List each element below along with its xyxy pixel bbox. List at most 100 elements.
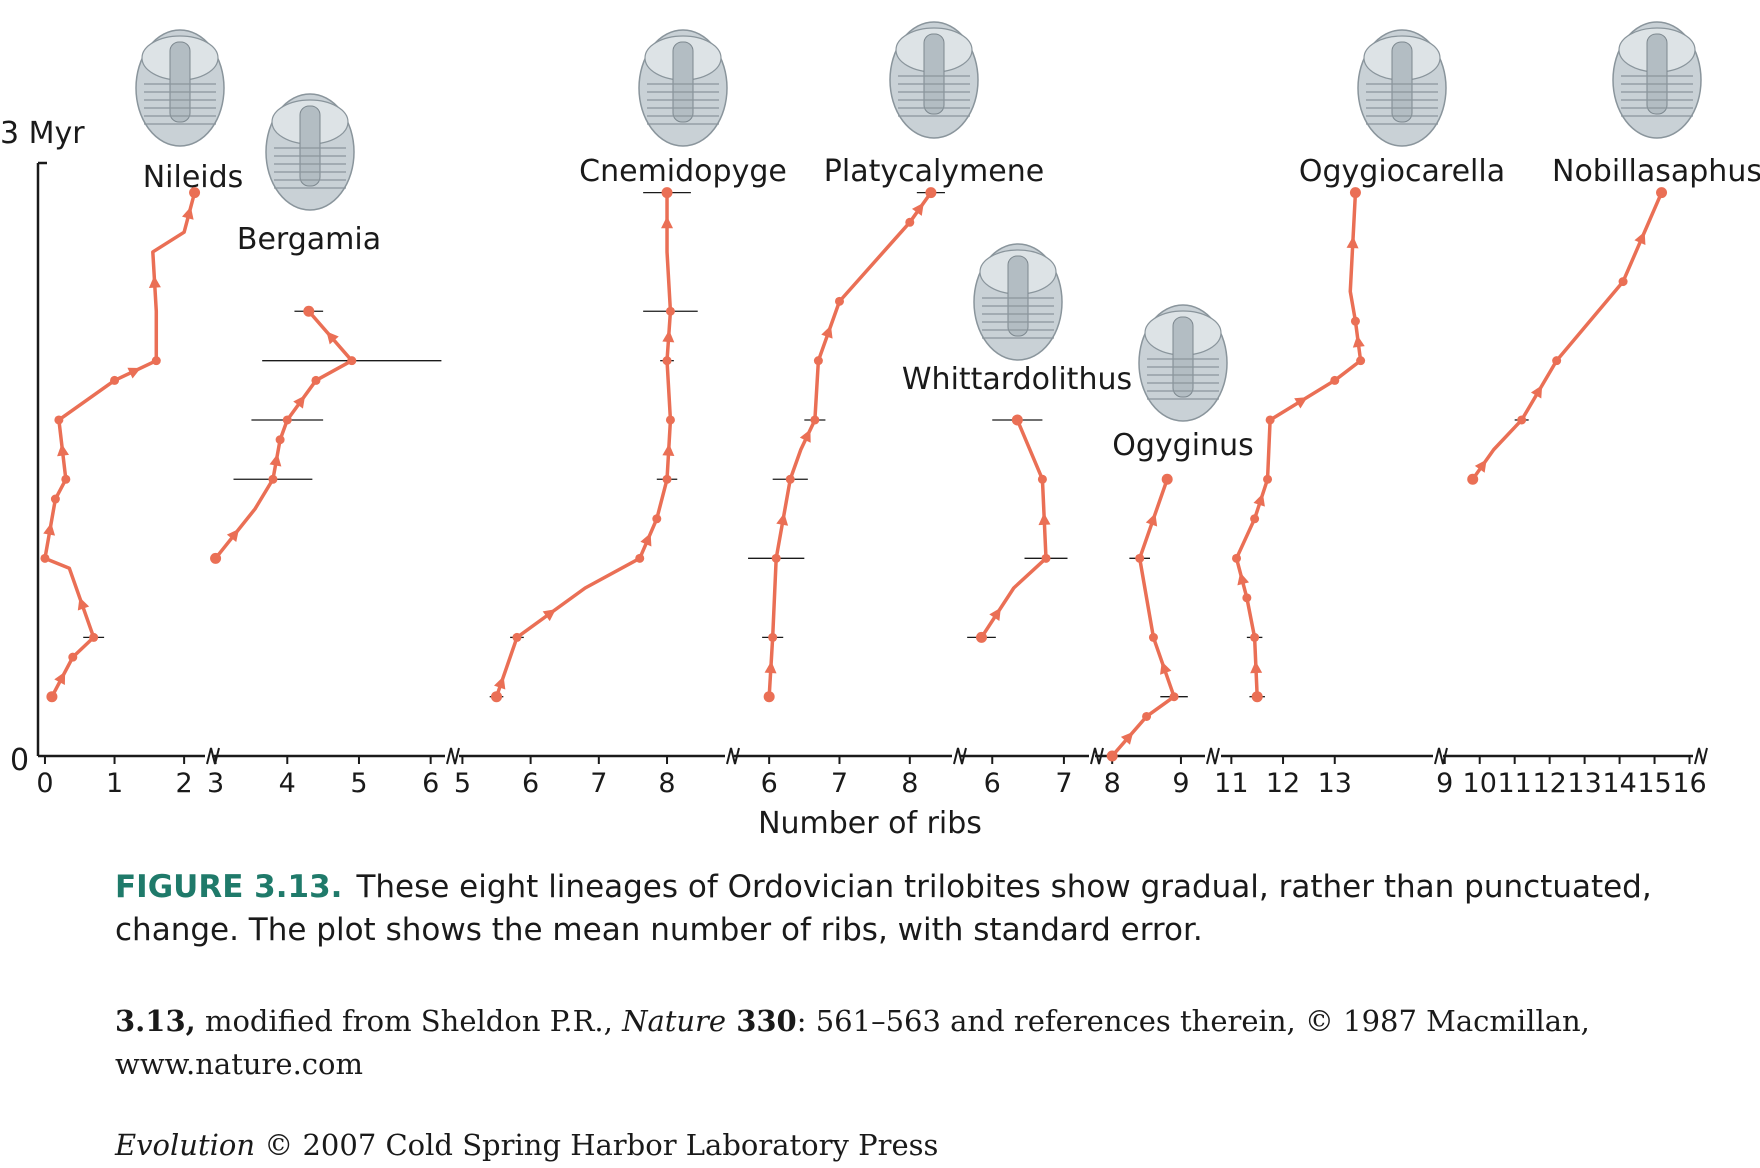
series-line [1234, 192, 1363, 697]
trilobite-axis [1391, 41, 1413, 123]
lineage-label: Platycalymene [824, 154, 1044, 189]
axis-break-mark [446, 747, 460, 765]
series-line [494, 192, 673, 698]
direction-arrow [269, 453, 282, 467]
series-line [767, 191, 933, 697]
direction-arrow [226, 528, 240, 543]
figure-caption: FIGURE 3.13. These eight lineages of Ordo… [115, 866, 1675, 952]
data-point [512, 632, 522, 642]
data-point [810, 415, 820, 425]
direction-arrow [1250, 661, 1263, 674]
x-tick-label: 7 [831, 768, 848, 799]
data-point [1350, 316, 1360, 326]
data-point [785, 474, 795, 484]
x-tick-label: 8 [901, 768, 918, 799]
trilobite-whittardolithus-icon [973, 243, 1063, 361]
data-point [1148, 632, 1158, 642]
data-point [275, 435, 285, 445]
direction-arrow [43, 522, 56, 536]
x-tick-label: 2 [176, 768, 193, 799]
direction-arrow [493, 676, 506, 690]
data-point [1250, 514, 1260, 524]
x-tick-label: 7 [1055, 768, 1072, 799]
x-tick-label: 6 [522, 768, 539, 799]
x-tick-label: 4 [279, 768, 296, 799]
direction-arrow [1253, 493, 1265, 507]
direction-arrow [662, 443, 675, 456]
trilobite-ogyginus-icon [1138, 304, 1228, 422]
data-point [151, 356, 161, 366]
direction-arrow [640, 533, 652, 547]
data-point [1161, 473, 1173, 485]
credit-lead: 3.13, [115, 1004, 196, 1038]
x-tick-label: 5 [454, 768, 471, 799]
trilobite-platycalymene-icon [889, 21, 979, 139]
x-tick-label: 14 [1602, 768, 1636, 799]
data-point [282, 415, 292, 425]
direction-arrow [127, 367, 141, 379]
caption-text: These eight lineages of Ordovician trilo… [115, 869, 1652, 948]
data-point [834, 296, 844, 306]
x-tick-label: 6 [422, 768, 439, 799]
data-point [1251, 691, 1263, 703]
axis-break-mark [1694, 747, 1708, 765]
x-tick-label: 12 [1532, 768, 1566, 799]
direction-arrow [57, 443, 70, 457]
direction-arrow [1038, 512, 1051, 526]
credit-journal: Nature [622, 1004, 727, 1038]
data-point [1349, 187, 1361, 199]
x-tick-label: 15 [1637, 768, 1671, 799]
axis-break-mark [1206, 747, 1220, 765]
x-axis-label: Number of ribs [758, 806, 982, 841]
trilobite-ogygiocarella-icon [1357, 29, 1447, 147]
data-point [1618, 277, 1628, 287]
data-point [1330, 375, 1340, 385]
trilobite-axis [169, 41, 191, 123]
data-point [925, 187, 937, 199]
direction-arrow [1346, 236, 1359, 249]
x-tick-label: 0 [36, 768, 53, 799]
series-line [214, 310, 354, 560]
direction-arrow [1352, 334, 1365, 348]
data-point [1037, 474, 1047, 484]
direction-arrow [776, 512, 789, 526]
lineage-label: Cnemidopyge [579, 154, 787, 189]
direction-arrow [661, 216, 674, 229]
figure-credit: 3.13, modified from Sheldon P.R., Nature… [115, 1000, 1675, 1086]
direction-arrow [1120, 731, 1134, 745]
data-point [1232, 553, 1242, 563]
x-tick-label: 13 [1567, 768, 1601, 799]
trilobite-icons [135, 21, 1702, 422]
direction-arrow [821, 325, 833, 339]
data-point [661, 187, 673, 199]
direction-arrow [1474, 459, 1487, 473]
data-point [976, 631, 987, 643]
x-tick-label: 9 [1436, 768, 1453, 799]
data-point [303, 305, 315, 317]
x-tick-label: 6 [761, 768, 778, 799]
x-tick-label: 6 [984, 768, 1001, 799]
y-axis-bottom-label: 0 [10, 743, 29, 778]
data-point [662, 356, 672, 366]
credit-text-2: : 561–563 and references therein, © 1987… [115, 1004, 1590, 1081]
lineage-label: Ogygiocarella [1299, 154, 1505, 189]
data-point [1250, 632, 1260, 642]
x-tick-label: 8 [658, 768, 675, 799]
direction-arrow [1160, 661, 1172, 675]
data-point [813, 356, 823, 366]
lineage-label: Bergamia [237, 222, 381, 257]
data-point [40, 553, 50, 563]
lineage-label: Ogyginus [1112, 428, 1253, 463]
data-point [1265, 415, 1275, 425]
trilobite-axis [923, 33, 945, 115]
direction-arrow [1145, 513, 1158, 527]
book-footer: Evolution © 2007 Cold Spring Harbor Labo… [115, 1128, 938, 1162]
trilobite-axis [299, 105, 321, 187]
data-point [768, 632, 778, 642]
data-point [652, 514, 662, 524]
data-point [110, 375, 120, 385]
data-point [665, 306, 675, 316]
data-point [1242, 593, 1252, 603]
